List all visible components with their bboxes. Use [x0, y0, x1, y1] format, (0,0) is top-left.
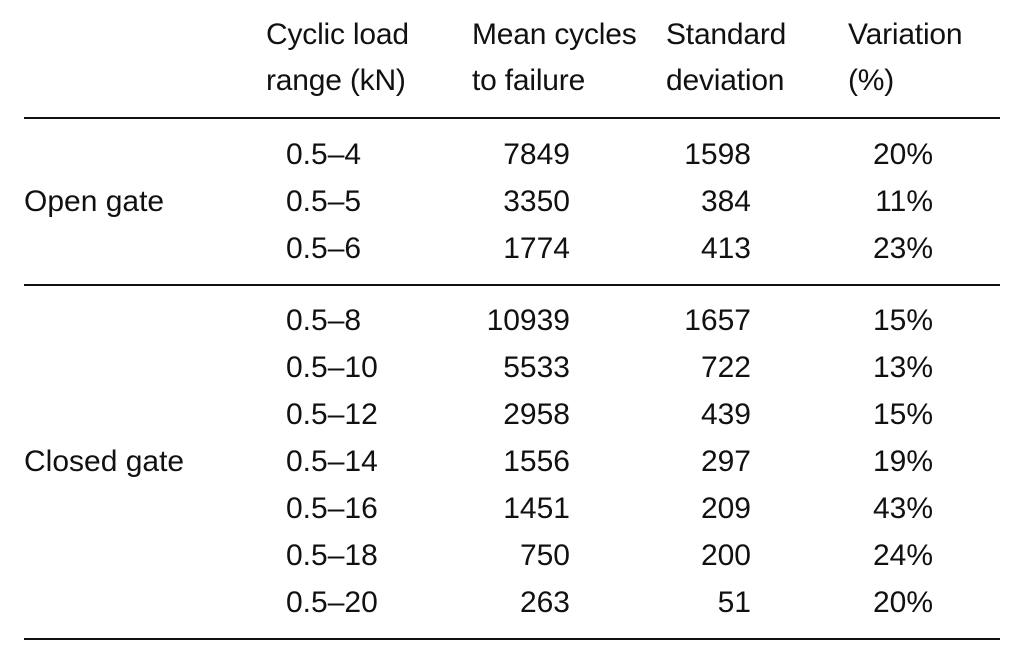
header-mean-cycles-line2: to failure: [472, 64, 586, 97]
cell-mean: 10939: [486, 304, 570, 337]
cell-variation: 15%: [872, 398, 933, 431]
header-std-dev-line2: deviation: [666, 64, 785, 97]
header-variation-line2: (%): [848, 64, 895, 97]
cell-variation: 19%: [872, 445, 933, 478]
header-load-range-line2: range (kN): [266, 64, 406, 97]
footer-rule: [24, 638, 1000, 640]
cell-variation: 11%: [875, 185, 933, 218]
cell-mean: 2958: [503, 398, 570, 431]
cell-sd: 439: [700, 398, 751, 431]
group-label-open-gate: Open gate: [24, 185, 165, 218]
header-variation-line1: Variation: [848, 18, 963, 51]
cell-variation: 23%: [872, 232, 933, 265]
cell-variation: 43%: [872, 492, 933, 525]
cell-sd: 413: [700, 232, 751, 265]
cell-range: 0.5–18: [286, 539, 378, 572]
cell-range: 0.5–4: [286, 138, 362, 171]
cell-variation: 20%: [872, 138, 933, 171]
cell-variation: 13%: [872, 351, 933, 384]
cell-range: 0.5–20: [286, 586, 378, 619]
header-rule: [24, 117, 1000, 119]
cell-range: 0.5–12: [286, 398, 378, 431]
cell-sd: 209: [700, 492, 751, 525]
cell-mean: 1556: [503, 445, 570, 478]
cell-mean: 1451: [503, 492, 570, 525]
group-label-closed-gate: Closed gate: [24, 445, 185, 478]
cell-sd: 1598: [684, 138, 751, 171]
cell-variation: 15%: [872, 304, 933, 337]
cell-sd: 384: [700, 185, 751, 218]
cell-mean: 263: [519, 586, 570, 619]
cell-variation: 24%: [872, 539, 933, 572]
cell-mean: 5533: [503, 351, 570, 384]
cell-mean: 1774: [503, 232, 570, 265]
cell-range: 0.5–10: [286, 351, 378, 384]
cell-sd: 722: [700, 351, 751, 384]
cell-variation: 20%: [872, 586, 933, 619]
cell-range: 0.5–8: [286, 304, 362, 337]
cell-mean: 7849: [503, 138, 570, 171]
cell-range: 0.5–5: [286, 185, 362, 218]
header-load-range-line1: Cyclic load: [266, 18, 409, 51]
header-std-dev-line1: Standard: [666, 18, 787, 51]
cell-mean: 3350: [503, 185, 570, 218]
header-mean-cycles-line1: Mean cycles: [472, 18, 637, 51]
cell-mean: 750: [519, 539, 570, 572]
cell-range: 0.5–6: [286, 232, 362, 265]
cell-sd: 51: [717, 586, 751, 619]
cell-range: 0.5–14: [286, 445, 378, 478]
cell-range: 0.5–16: [286, 492, 378, 525]
group-rule: [24, 284, 1000, 286]
cell-sd: 1657: [684, 304, 751, 337]
cell-sd: 297: [700, 445, 751, 478]
cell-sd: 200: [700, 539, 751, 572]
